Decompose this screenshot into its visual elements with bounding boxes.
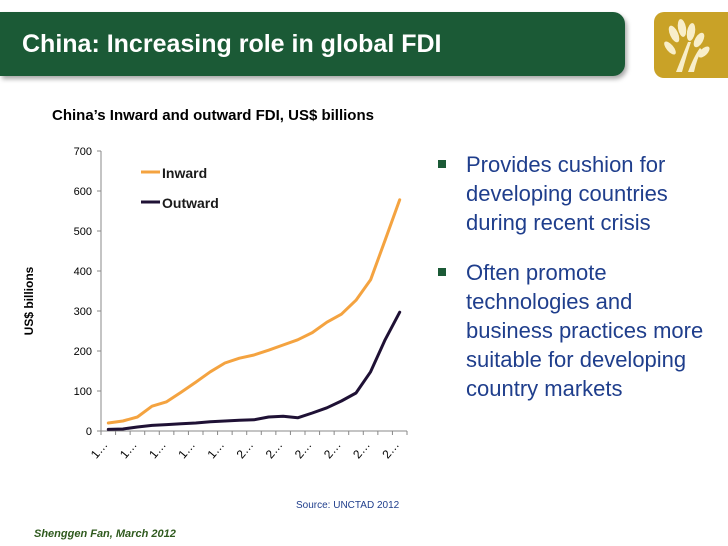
x-tick-label: 2… [379, 438, 402, 461]
x-tick-label: 1… [204, 438, 227, 461]
x-tick-label: 1… [117, 438, 140, 461]
bullet-item: Often promote technologies and business … [436, 258, 721, 403]
legend-label: Inward [162, 165, 207, 181]
y-tick-label: 0 [86, 426, 92, 438]
y-tick-label: 100 [74, 386, 92, 398]
x-tick-label: 1… [175, 438, 198, 461]
square-bullet-icon [438, 160, 446, 168]
y-tick-label: 400 [74, 266, 92, 278]
bullet-text: Provides cushion for developing countrie… [466, 152, 668, 235]
footer-author: Shenggen Fan, March 2012 [34, 528, 176, 540]
y-tick-label: 200 [74, 346, 92, 358]
x-tick-label: 2… [263, 438, 286, 461]
legend-label: Outward [162, 195, 219, 211]
square-bullet-icon [438, 268, 446, 276]
wheat-logo-icon [654, 12, 728, 78]
x-tick-label: 1… [146, 438, 169, 461]
y-tick-label: 500 [74, 226, 92, 238]
series-line-inward [106, 198, 402, 425]
x-tick-label: 1… [88, 438, 111, 461]
chart-title: China’s Inward and outward FDI, US$ bill… [52, 107, 374, 124]
title-bar: China: Increasing role in global FDI [0, 12, 625, 76]
y-axis-label: US$ billions [22, 266, 36, 335]
slide-title: China: Increasing role in global FDI [22, 30, 442, 58]
line-chart: 0 100 200 300 400 500 600 700 1… 1… 1… 1… 1… 2… 2… 2… 2…… [22, 146, 408, 461]
x-tick-label: 2… [321, 438, 344, 461]
y-tick-label: 300 [74, 306, 92, 318]
y-tick-label: 600 [74, 186, 92, 198]
x-tick-label: 2… [292, 438, 315, 461]
source-note: Source: UNCTAD 2012 [296, 500, 400, 511]
x-tick-label: 2… [350, 438, 373, 461]
bullet-text: Often promote technologies and business … [466, 260, 704, 401]
bullet-item: Provides cushion for developing countrie… [436, 150, 721, 237]
bullet-list: Provides cushion for developing countrie… [436, 150, 721, 424]
x-tick-label: 2… [234, 438, 257, 461]
y-tick-label: 700 [74, 146, 92, 158]
series-line-outward [106, 310, 402, 431]
